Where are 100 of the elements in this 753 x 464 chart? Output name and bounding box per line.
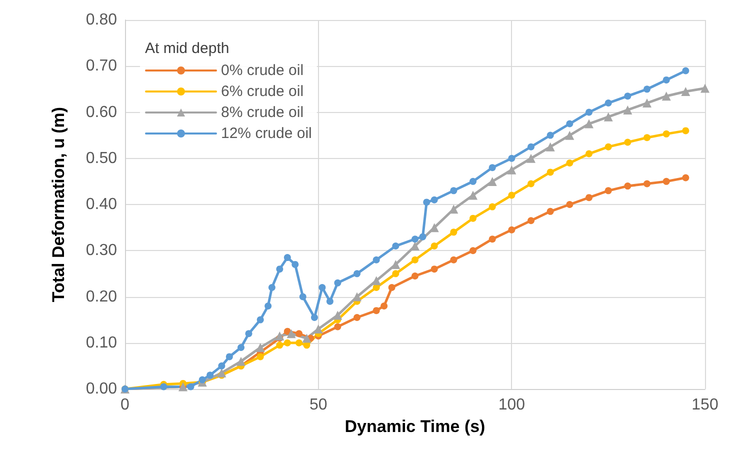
point <box>284 254 291 262</box>
point <box>160 383 168 390</box>
point <box>206 372 214 379</box>
point <box>302 334 312 343</box>
point <box>423 198 430 206</box>
point <box>662 76 670 84</box>
point <box>662 92 671 101</box>
point <box>566 120 574 128</box>
point <box>546 132 554 139</box>
y-tick-label: 0.70 <box>86 58 118 75</box>
point <box>268 284 276 292</box>
point <box>352 292 362 302</box>
y-tick-label: 0.80 <box>86 12 118 28</box>
point <box>264 302 272 310</box>
point <box>217 368 226 378</box>
point <box>392 270 400 278</box>
point <box>372 256 380 264</box>
point <box>450 228 458 236</box>
point <box>276 266 284 273</box>
point <box>275 331 284 340</box>
x-tick-label: 0 <box>120 396 130 414</box>
point <box>256 353 264 360</box>
y-tick-label: 0.60 <box>86 104 118 121</box>
point <box>682 67 690 74</box>
point <box>187 383 194 390</box>
point <box>392 242 400 250</box>
point <box>380 302 388 310</box>
point <box>508 226 516 234</box>
legend-label: 8% crude oil <box>221 104 304 121</box>
point <box>528 217 534 224</box>
point <box>662 130 670 138</box>
legend-label: 0% crude oil <box>221 62 304 79</box>
point <box>299 293 306 300</box>
point <box>412 256 418 264</box>
point <box>546 208 554 215</box>
point <box>450 256 458 264</box>
point <box>507 165 516 174</box>
point <box>644 86 650 93</box>
point <box>256 316 264 324</box>
point <box>586 150 592 158</box>
point <box>412 236 418 243</box>
point <box>226 353 233 360</box>
x-tick-label: 50 <box>309 396 328 414</box>
point <box>644 134 650 142</box>
y-tick-label: 0.10 <box>86 334 118 352</box>
point <box>624 138 632 146</box>
point <box>314 324 323 334</box>
point <box>700 84 710 93</box>
point <box>470 247 476 254</box>
y-tick-label: 0.00 <box>86 380 118 398</box>
point <box>430 196 438 204</box>
point <box>682 127 690 134</box>
point <box>333 310 342 320</box>
x-tick-label: 100 <box>498 396 526 414</box>
point <box>488 236 496 243</box>
point <box>528 143 534 150</box>
point <box>662 178 670 185</box>
point <box>644 180 650 188</box>
point <box>388 284 396 292</box>
point <box>488 176 497 186</box>
point <box>624 92 632 100</box>
point <box>508 154 516 162</box>
point <box>256 342 265 352</box>
point <box>546 142 555 152</box>
point <box>236 356 246 366</box>
point <box>584 119 594 128</box>
point <box>642 98 652 108</box>
point <box>198 376 206 384</box>
point <box>284 339 291 346</box>
legend-title: At mid depth <box>145 40 230 57</box>
point <box>334 323 342 330</box>
point <box>354 270 360 278</box>
point <box>372 276 381 286</box>
point <box>604 143 612 150</box>
point <box>292 260 299 268</box>
point <box>310 314 318 322</box>
point <box>604 100 612 107</box>
legend-label: 6% crude oil <box>221 83 304 100</box>
point <box>412 272 418 280</box>
point <box>372 307 380 314</box>
point <box>681 86 690 96</box>
point <box>470 214 476 222</box>
point <box>623 105 632 114</box>
point <box>245 330 252 338</box>
point <box>586 108 592 116</box>
point <box>318 284 326 292</box>
point <box>682 174 690 182</box>
x-tick-label: 150 <box>692 396 718 414</box>
point <box>419 233 426 240</box>
point <box>508 192 516 199</box>
point <box>488 164 496 172</box>
point <box>218 362 226 370</box>
point <box>238 344 244 351</box>
legend-label: 12% crude oil <box>221 125 312 142</box>
point <box>604 112 613 122</box>
point <box>586 194 592 202</box>
point <box>468 190 478 200</box>
point <box>546 168 554 176</box>
point <box>326 298 334 305</box>
y-tick-label: 0.30 <box>86 242 118 260</box>
